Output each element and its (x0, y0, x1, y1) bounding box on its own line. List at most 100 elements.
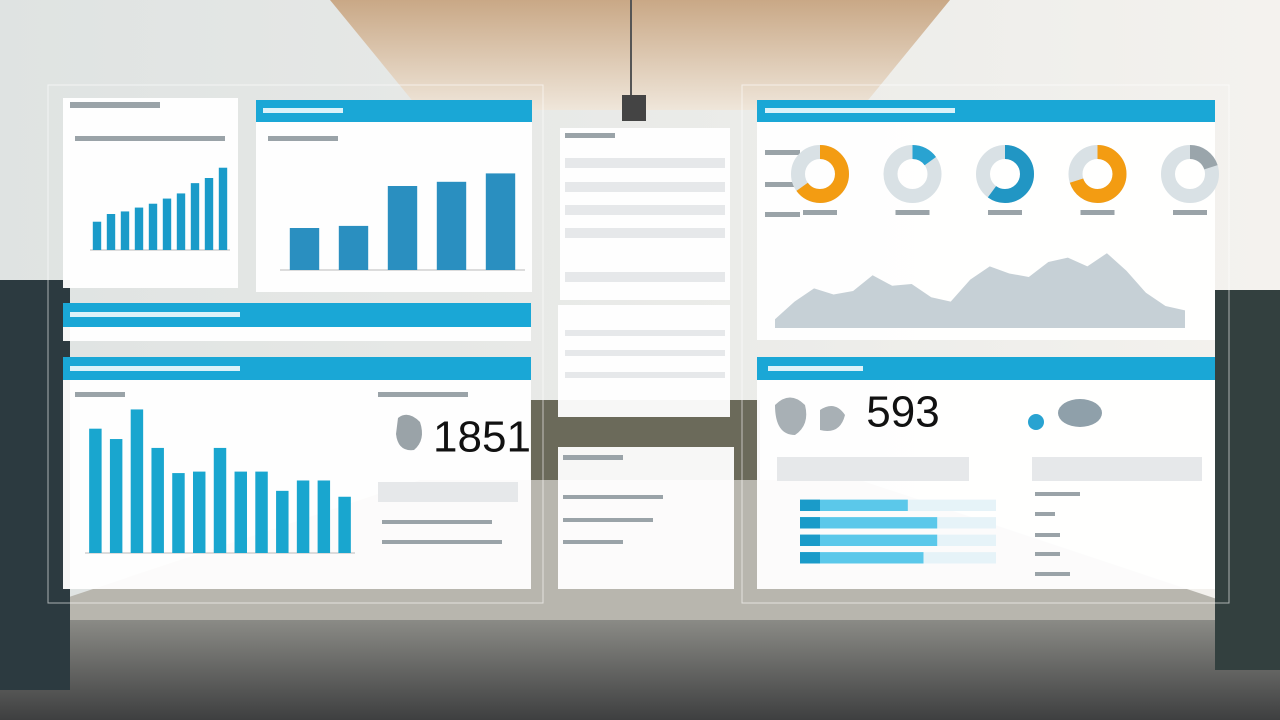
bar (276, 490, 289, 553)
text-line (1035, 572, 1070, 576)
panel-header (256, 100, 532, 122)
donut-arc (1161, 145, 1219, 203)
text-line (268, 136, 338, 141)
hbar-head (800, 552, 820, 564)
text-line (1035, 533, 1060, 537)
text-line (765, 108, 955, 113)
text-line (565, 228, 725, 238)
lamp (622, 95, 646, 121)
donut-caption (803, 210, 837, 215)
text-line (565, 330, 725, 336)
bar (130, 409, 144, 553)
text-line (777, 457, 969, 481)
donut-caption (895, 210, 930, 215)
bar (172, 473, 185, 553)
text-line (565, 133, 615, 138)
text-line (765, 150, 800, 155)
bar (213, 447, 227, 553)
donut-arc (791, 145, 849, 203)
text-line (1035, 492, 1080, 496)
text-line (70, 312, 240, 317)
bar (92, 221, 102, 250)
text-line (563, 455, 623, 460)
hbar-head (800, 534, 820, 546)
shelf-right (1215, 290, 1280, 670)
text-line (565, 158, 725, 168)
hbar (800, 499, 908, 511)
bar (317, 480, 331, 553)
map-icon (1058, 399, 1102, 427)
bar (338, 225, 369, 270)
bar (234, 471, 247, 553)
bar (193, 471, 206, 553)
placeholder-text (70, 102, 1202, 576)
bar (387, 186, 418, 270)
bar (296, 480, 310, 553)
text-line (565, 372, 725, 378)
bar (255, 471, 268, 553)
frame (741, 84, 1230, 604)
bar (436, 181, 467, 270)
bar (289, 228, 320, 270)
map-icon (775, 397, 845, 435)
ceiling (330, 0, 950, 110)
bar (162, 198, 172, 250)
text-line (378, 482, 518, 502)
bar (485, 173, 516, 270)
donut-caption (988, 210, 1022, 215)
text-line (565, 350, 725, 356)
bar (176, 193, 186, 250)
text-line (70, 102, 160, 108)
panel (558, 305, 730, 417)
floor (0, 600, 1280, 720)
bar (134, 207, 144, 250)
text-line (565, 272, 725, 282)
hbar-head (800, 499, 820, 511)
text-line (75, 136, 225, 141)
text-line (378, 392, 468, 397)
text-line (70, 366, 240, 371)
text-line (563, 495, 663, 499)
panel-header (757, 357, 1215, 380)
donut-arc (883, 145, 942, 203)
text-line (565, 205, 725, 215)
text-line (1035, 512, 1055, 516)
panel-header (757, 100, 1215, 122)
kpi-value: 1851 (433, 413, 531, 462)
bar (190, 183, 200, 250)
text-line (75, 392, 125, 397)
hbar (800, 534, 938, 546)
frame (47, 84, 544, 604)
text-line (563, 518, 653, 522)
shelf-left (0, 280, 70, 690)
panel-headers (63, 100, 1215, 380)
map-icon (396, 414, 422, 451)
kpi-value: 593 (866, 388, 939, 437)
donut-arc (1068, 145, 1127, 203)
bar (120, 211, 130, 250)
hbar-head (800, 517, 820, 529)
bar (151, 447, 164, 553)
text-line (382, 540, 502, 544)
text-line (765, 182, 800, 187)
donut-arc (976, 145, 1034, 203)
bar (106, 214, 116, 250)
hbar (800, 552, 924, 564)
lamp-cord (630, 0, 632, 95)
text-line (263, 108, 343, 113)
area (775, 253, 1185, 328)
donut-caption (1173, 210, 1207, 215)
bar (89, 428, 102, 553)
bar (109, 439, 123, 553)
text-line (768, 366, 863, 371)
bar (218, 167, 228, 250)
bar (148, 203, 158, 250)
bar (204, 178, 214, 250)
map-icon (1028, 414, 1044, 430)
panel-header (63, 357, 531, 380)
text-line (382, 520, 492, 524)
donut-caption (1080, 210, 1115, 215)
